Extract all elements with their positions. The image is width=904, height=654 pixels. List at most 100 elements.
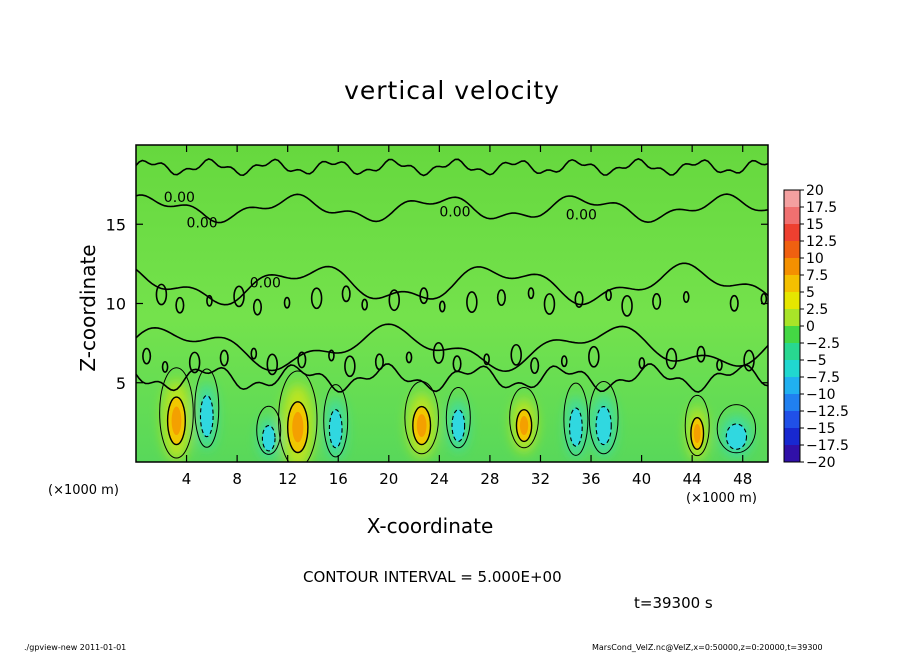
x-tick-label: 8: [232, 470, 242, 488]
small-contour: [530, 357, 540, 375]
cell-outer-contour: [509, 387, 539, 449]
small-contour: [682, 291, 690, 303]
cell-outer-contour: [159, 367, 194, 459]
contour-label: 0.00: [164, 190, 195, 206]
small-contour: [206, 294, 213, 307]
y-tick-label: 15: [106, 215, 126, 234]
small-contour: [729, 294, 739, 312]
updraft-core: [693, 423, 701, 443]
small-contour: [175, 296, 185, 314]
downdraft-cell: [725, 423, 748, 450]
colorbar-swatch: [784, 394, 800, 412]
colorbar-label: 15: [806, 217, 824, 233]
cell-outer-contour: [256, 405, 282, 455]
small-contour: [388, 289, 400, 312]
x-axis-unit: (×1000 m): [686, 491, 757, 506]
colorbar-label: −2.5: [806, 336, 840, 352]
colorbar-swatch: [784, 275, 800, 293]
downdraft-cell: [569, 407, 583, 447]
small-contour: [574, 291, 584, 308]
colorbar-label: 17.5: [806, 200, 837, 216]
small-contour: [252, 298, 263, 316]
contour-label: 0.00: [566, 207, 597, 223]
small-contour: [652, 293, 662, 310]
small-contour: [266, 353, 279, 376]
small-contour: [344, 355, 356, 378]
heatmap-field: 0.00 0.00 0.00 0.00 0.00: [136, 145, 768, 462]
small-contour: [432, 342, 445, 364]
small-contour: [452, 355, 462, 373]
small-contour: [341, 285, 351, 303]
contour-label: 0.00: [250, 276, 281, 292]
zero-contour-line: [136, 323, 768, 373]
small-contour: [438, 300, 446, 313]
small-contour: [466, 291, 478, 313]
small-contour: [161, 360, 169, 373]
downdraft-cell: [328, 409, 343, 449]
x-tick-label: 24: [430, 470, 449, 488]
x-tick-label: 44: [683, 470, 702, 488]
downdraft-cell: [595, 405, 612, 446]
small-contour: [496, 289, 506, 307]
contour-label: 0.00: [187, 215, 218, 231]
zero-contour-line: [136, 262, 768, 306]
cell-outer-contour: [684, 394, 710, 457]
colorbar-label: −17.5: [806, 438, 849, 454]
zero-contour-line: [136, 193, 768, 224]
x-tick-label: 32: [531, 470, 550, 488]
colorbar-swatch: [784, 241, 800, 259]
zero-contour-line: [136, 158, 768, 177]
colorbar-swatch: [784, 411, 800, 429]
small-contour: [588, 345, 600, 368]
small-contour: [510, 343, 522, 366]
footer-right: MarsCond_VelZ.nc@VelZ,x=0:50000,z=0:2000…: [592, 643, 823, 652]
cell-outer-contour: [194, 368, 220, 448]
cell-outer-contour: [716, 404, 757, 454]
colorbar-swatch: [784, 292, 800, 310]
small-contour: [297, 351, 307, 369]
small-contour: [374, 353, 384, 371]
colorbar-label: −5: [806, 353, 827, 369]
small-contour: [621, 294, 633, 317]
colorbar-swatch: [784, 224, 800, 242]
small-contour: [638, 357, 646, 370]
small-contour: [233, 285, 245, 308]
small-contour: [250, 347, 258, 360]
small-contour: [483, 353, 490, 366]
small-contour: [188, 351, 201, 374]
small-contour: [716, 359, 723, 371]
colorbar-swatch: [784, 360, 800, 378]
cell-outer-contour: [404, 380, 439, 455]
small-contour: [605, 289, 612, 302]
colorbar-label: −7.5: [806, 370, 840, 386]
x-tick-label: 28: [480, 470, 499, 488]
downdraft-cell: [199, 394, 214, 438]
x-tick-label: 12: [278, 470, 297, 488]
contour-interval-text: CONTOUR INTERVAL = 5.000E+00: [303, 568, 562, 586]
colorbar-swatch: [784, 207, 800, 225]
colorbar-label: −20: [806, 455, 836, 471]
x-tick-label: 20: [379, 470, 398, 488]
colorbar-swatch: [784, 343, 800, 361]
cell-outer-contour: [563, 382, 589, 456]
small-contour: [361, 298, 368, 311]
colorbar-label: 20: [806, 183, 824, 199]
x-tick-label: 48: [733, 470, 752, 488]
updraft-core: [416, 414, 427, 437]
colorbar-label: 10: [806, 251, 824, 267]
small-contour: [155, 283, 168, 306]
y-axis-label: Z-coordinate: [76, 244, 100, 372]
colorbar-label: −12.5: [806, 404, 849, 420]
colorbar-label: 0: [806, 319, 815, 335]
small-contour: [405, 351, 413, 364]
contour-label: 0.00: [439, 204, 470, 220]
small-contour: [543, 293, 556, 315]
colorbar-swatch: [784, 445, 800, 463]
colorbar-label: −10: [806, 387, 836, 403]
x-tick-label: 16: [329, 470, 348, 488]
colorbar-swatch: [784, 377, 800, 395]
small-contour: [743, 349, 755, 372]
small-contour: [665, 347, 678, 370]
